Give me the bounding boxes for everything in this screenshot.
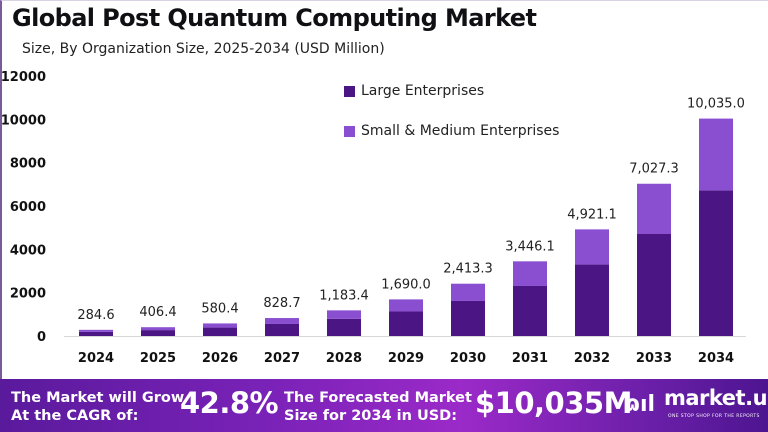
market-us-logo-icon: ɷıl <box>625 392 656 417</box>
forecast-value: $10,035M <box>475 386 632 420</box>
total-data-label: 828.7 <box>263 296 300 311</box>
y-tick-label: 0 <box>37 330 46 345</box>
bar-sme-2027 <box>265 318 299 324</box>
x-tick-label: 2030 <box>450 351 486 366</box>
y-tick-label: 4000 <box>10 243 46 258</box>
bar-large-2025 <box>141 330 175 336</box>
total-data-label: 406.4 <box>139 305 176 320</box>
x-tick-label: 2033 <box>636 351 672 366</box>
y-tick-label: 12000 <box>1 70 46 85</box>
bar-sme-2028 <box>327 310 361 319</box>
total-data-label: 3,446.1 <box>505 239 555 254</box>
bar-large-2031 <box>513 285 547 336</box>
legend-item-large-enterprises: Large Enterprises <box>344 82 559 100</box>
cagr-caption: The Market will Grow At the CAGR of: <box>11 389 184 425</box>
total-data-label: 284.6 <box>77 308 114 323</box>
forecast-caption-line1: The Forecasted Market <box>284 390 472 406</box>
x-tick-label: 2025 <box>140 351 176 366</box>
x-tick-label: 2028 <box>326 351 362 366</box>
total-data-label: 1,690.0 <box>381 277 431 292</box>
x-tick-label: 2027 <box>264 351 300 366</box>
bar-large-2026 <box>203 327 237 336</box>
bar-large-2032 <box>575 264 609 336</box>
bar-large-2033 <box>637 233 671 336</box>
bar-sme-2025 <box>141 327 175 331</box>
legend-label-large: Large Enterprises <box>361 83 485 99</box>
legend-swatch-large <box>344 85 355 97</box>
x-tick-label: 2031 <box>512 351 548 366</box>
summary-banner <box>0 379 768 432</box>
bar-sme-2024 <box>79 329 113 332</box>
y-tick-label: 8000 <box>10 157 46 172</box>
x-tick-label: 2029 <box>388 351 424 366</box>
y-tick-label: 6000 <box>10 200 46 215</box>
total-data-label: 10,035.0 <box>687 97 745 112</box>
bar-large-2030 <box>451 300 485 336</box>
bar-sme-2032 <box>575 229 609 265</box>
x-tick-label: 2026 <box>202 351 238 366</box>
bar-sme-2026 <box>203 323 237 328</box>
total-data-label: 580.4 <box>201 301 238 316</box>
legend-label-sme: Small & Medium Enterprises <box>361 123 560 139</box>
x-tick-label: 2034 <box>698 351 734 366</box>
cagr-value: 42.8% <box>180 386 279 420</box>
bar-large-2034 <box>699 190 733 336</box>
bar-large-2028 <box>327 318 361 336</box>
bar-sme-2033 <box>637 183 671 234</box>
y-axis: 0 2000 4000 6000 8000 10000 12000 <box>1 70 46 345</box>
market-us-tagline: ONE STOP SHOP FOR THE REPORTS <box>668 414 760 419</box>
bar-sme-2030 <box>451 283 485 301</box>
x-axis: 2024 2025 2026 2027 2028 2029 2030 2031 2032 2033… <box>78 351 734 366</box>
legend-swatch-sme <box>344 125 355 137</box>
bar-sme-2029 <box>389 299 423 312</box>
bar-large-2024 <box>79 331 113 336</box>
x-tick-label: 2032 <box>574 351 610 366</box>
y-tick-label: 10000 <box>1 113 46 128</box>
total-data-label: 1,183.4 <box>319 288 369 303</box>
forecast-caption: The Forecasted Market Size for 2034 in U… <box>284 389 472 425</box>
forecast-caption-line2: Size for 2034 in USD: <box>284 408 458 424</box>
bar-large-2027 <box>265 323 299 336</box>
market-us-logo-text[interactable]: market.us <box>664 386 768 410</box>
legend: Large Enterprises Small & Medium Enterpr… <box>344 82 559 162</box>
cagr-caption-line2: At the CAGR of: <box>11 408 139 424</box>
y-tick-label: 2000 <box>10 287 46 302</box>
x-tick-label: 2024 <box>78 351 114 366</box>
total-data-label: 4,921.1 <box>567 207 617 222</box>
chart-title: Global Post Quantum Computing Market <box>12 4 537 32</box>
legend-item-sme: Small & Medium Enterprises <box>344 122 559 140</box>
total-data-label: 2,413.3 <box>443 262 493 277</box>
total-data-label: 7,027.3 <box>629 162 679 177</box>
chart-subtitle: Size, By Organization Size, 2025-2034 (U… <box>22 41 385 57</box>
bar-sme-2031 <box>513 261 547 286</box>
bar-large-2029 <box>389 311 423 336</box>
bars: 284.6 406.4 580.4 828.7 1,183.4 1,690.0 2,413.… <box>77 97 745 336</box>
bar-chart: 0 2000 4000 6000 8000 10000 12000 284.6 406.4 58… <box>1 70 746 366</box>
cagr-caption-line1: The Market will Grow <box>11 390 185 406</box>
bar-sme-2034 <box>699 118 733 191</box>
